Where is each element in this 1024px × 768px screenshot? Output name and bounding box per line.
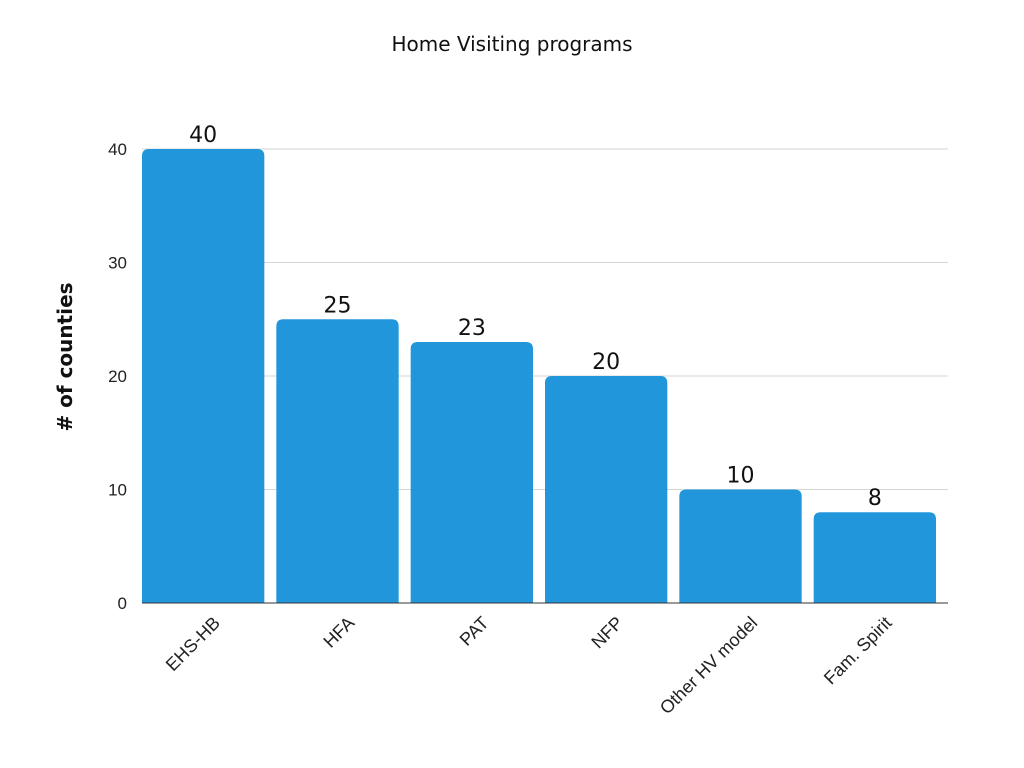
bar-nfp xyxy=(545,376,668,603)
y-tick-label: 30 xyxy=(108,254,127,273)
bar-ehs-hb xyxy=(142,149,265,603)
x-tick-label: NFP xyxy=(587,613,627,653)
bar-pat xyxy=(410,341,533,603)
data-labels: 40 25 23 20 10 8 xyxy=(189,123,882,511)
x-axis-ticks: EHS-HB HFA PAT NFP Other HV model Fam. Spirit xyxy=(162,613,896,718)
data-label: 25 xyxy=(324,293,352,318)
y-tick-label: 20 xyxy=(108,367,127,386)
chart-title: Home Visiting programs xyxy=(391,32,632,56)
bars xyxy=(142,149,936,603)
y-tick-label: 40 xyxy=(108,140,127,159)
x-tick-label: HFA xyxy=(319,613,358,652)
x-tick-label: Fam. Spirit xyxy=(820,613,896,689)
bar-other-hv-model xyxy=(679,489,802,603)
bar-hfa xyxy=(276,319,399,603)
bar-fam-spirit xyxy=(813,512,936,603)
y-tick-label: 0 xyxy=(118,594,127,613)
y-tick-label: 10 xyxy=(108,481,127,500)
x-tick-label: PAT xyxy=(456,613,493,650)
x-tick-label: Other HV model xyxy=(656,613,761,718)
data-label: 20 xyxy=(592,350,620,375)
data-label: 8 xyxy=(868,486,882,511)
data-label: 40 xyxy=(189,123,217,148)
y-axis-ticks: 0 10 20 30 40 xyxy=(108,140,127,613)
y-axis-label: # of counties xyxy=(53,282,77,431)
data-label: 23 xyxy=(458,316,486,341)
x-tick-label: EHS-HB xyxy=(162,613,224,675)
data-label: 10 xyxy=(727,464,755,489)
